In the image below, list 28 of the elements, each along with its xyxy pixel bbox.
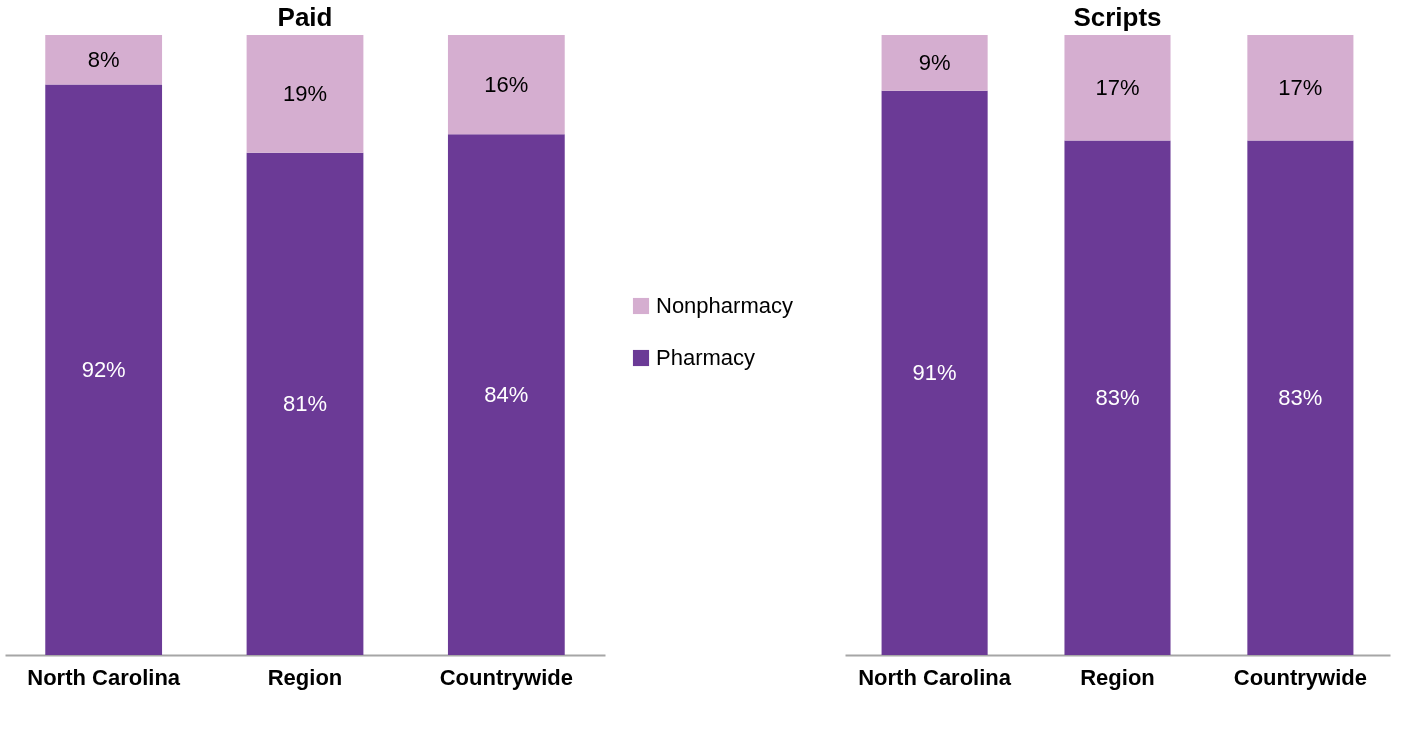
data-label: 91%	[912, 359, 957, 385]
data-label: 17%	[1278, 74, 1323, 100]
legend-label: Pharmacy	[656, 345, 756, 370]
data-label: 83%	[1278, 384, 1323, 410]
bar	[45, 84, 163, 655]
x-tick-label: Countrywide	[1233, 664, 1367, 690]
x-tick-label: Region	[1080, 664, 1155, 690]
bar	[447, 35, 565, 135]
bar	[246, 35, 364, 153]
data-label: 16%	[484, 71, 529, 97]
data-label: 84%	[484, 381, 529, 407]
chart-title: Scripts	[1073, 2, 1162, 32]
chart-title: Paid	[277, 2, 333, 32]
data-label: 19%	[282, 80, 328, 106]
data-label: 83%	[1095, 384, 1140, 410]
data-label: 92%	[81, 356, 126, 382]
data-label: 9%	[918, 49, 951, 75]
data-label: 81%	[282, 390, 328, 416]
x-tick-label: North Carolina	[858, 664, 1012, 690]
bar	[45, 35, 163, 85]
x-tick-label: Region	[267, 664, 343, 690]
data-label: 8%	[87, 46, 120, 72]
legend-label: Nonpharmacy	[656, 293, 793, 318]
x-tick-label: North Carolina	[27, 664, 181, 690]
data-label: 17%	[1095, 74, 1140, 100]
bar	[246, 152, 364, 655]
x-tick-label: Countrywide	[439, 664, 573, 690]
bar	[447, 134, 565, 655]
